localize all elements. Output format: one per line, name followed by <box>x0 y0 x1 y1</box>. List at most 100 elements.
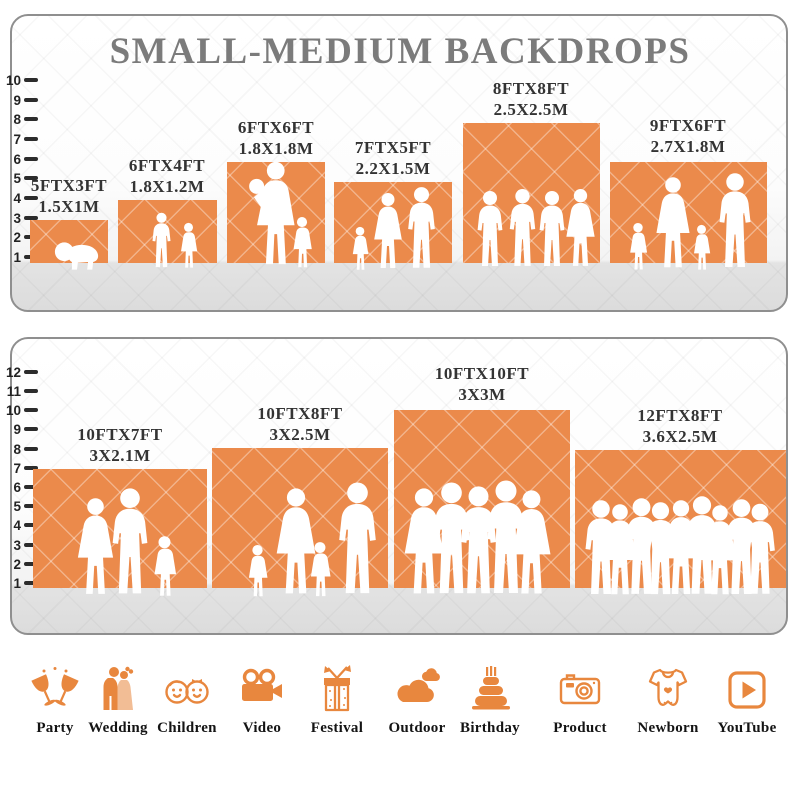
silhouette-girl <box>293 217 312 268</box>
ruler-tick: 3 <box>0 210 38 226</box>
ruler-dash <box>24 388 38 394</box>
ruler-number: 5 <box>13 170 21 186</box>
silhouette-baby-crawling <box>54 242 99 270</box>
ruler-number: 6 <box>13 479 21 495</box>
ruler-dash <box>24 503 38 509</box>
ruler-dash <box>24 97 38 103</box>
category-label: Party <box>36 720 74 736</box>
ruler-dash <box>24 446 38 452</box>
ruler-dash <box>24 484 38 490</box>
ruler-number: 5 <box>13 498 21 514</box>
silhouette-man <box>719 173 751 267</box>
ruler-dash <box>24 215 38 221</box>
silhouette-boy <box>152 212 171 268</box>
category-wedding: Wedding <box>80 664 156 737</box>
silhouette-girl <box>630 222 648 270</box>
category-label: Video <box>242 720 282 736</box>
ruler-dash <box>24 465 38 471</box>
ruler-tick: 10 <box>0 402 38 418</box>
ruler-tick: 9 <box>0 92 38 108</box>
ruler-number: 4 <box>13 190 21 206</box>
category-birthday: Birthday <box>452 664 528 737</box>
silhouette-man <box>745 503 775 594</box>
ruler-tick: 4 <box>0 517 38 533</box>
ruler-number: 8 <box>13 441 21 457</box>
ruler-tick: 11 <box>0 383 38 399</box>
ruler-tick: 10 <box>0 72 38 88</box>
category-label: Birthday <box>460 720 520 736</box>
ruler-dash <box>24 116 38 122</box>
video-camera-icon <box>242 668 282 701</box>
ruler-number: 8 <box>13 111 21 127</box>
ruler-dash <box>24 175 38 181</box>
category-youtube: YouTube <box>709 664 785 737</box>
category-party: Party <box>17 664 93 737</box>
ruler-tick: 4 <box>0 190 38 206</box>
silhouette-man <box>339 482 376 594</box>
cloud-icon <box>397 668 440 702</box>
ruler-number: 9 <box>13 421 21 437</box>
category-label: Outdoor <box>388 720 446 736</box>
ruler-tick: 8 <box>0 441 38 457</box>
ruler-number: 2 <box>13 556 21 572</box>
ruler-dash <box>24 580 38 586</box>
silhouette-woman <box>566 189 595 266</box>
ruler-number: 9 <box>13 92 21 108</box>
category-label: Wedding <box>88 720 148 736</box>
ruler-tick: 6 <box>0 151 38 167</box>
ruler-dash <box>24 561 38 567</box>
ruler-tick: 5 <box>0 498 38 514</box>
category-children: Children <box>149 664 225 737</box>
backdrop-label: 9FTX6FT 2.7X1.8M <box>649 116 727 156</box>
category-label: Newborn <box>637 720 699 736</box>
ruler-number: 6 <box>13 151 21 167</box>
category-label: YouTube <box>717 720 777 736</box>
backdrop-label: 6FTX6FT 1.8X1.8M <box>237 118 315 158</box>
ruler-tick: 3 <box>0 537 38 553</box>
category-label: Children <box>157 720 217 736</box>
silhouette-man <box>408 187 435 268</box>
children-icon <box>165 679 209 704</box>
category-label: Product <box>553 720 607 736</box>
backdrop-label: 8FTX8FT 2.5X2.5M <box>492 79 570 119</box>
party-icon <box>31 667 79 706</box>
category-festival: Festival <box>299 664 375 737</box>
ruler-tick: 7 <box>0 131 38 147</box>
ruler-tick: 8 <box>0 111 38 127</box>
backdrop-label: 5FTX3FT 1.5X1M <box>30 176 108 216</box>
ruler-tick: 1 <box>0 575 38 591</box>
category-newborn: Newborn <box>630 664 706 737</box>
backdrop-label: 12FTX8FT 3.6X2.5M <box>637 406 723 446</box>
camera-icon <box>559 674 601 705</box>
backdrop-label: 6FTX4FT 1.8X1.2M <box>128 156 206 196</box>
ruler-tick: 5 <box>0 170 38 186</box>
ruler-number: 11 <box>6 383 21 399</box>
category-outdoor: Outdoor <box>379 664 455 737</box>
ruler-dash <box>24 542 38 548</box>
backdrop-label: 7FTX5FT 2.2X1.5M <box>354 138 432 178</box>
ruler-number: 7 <box>13 131 21 147</box>
ruler-dash <box>24 156 38 162</box>
ruler-number: 12 <box>5 364 21 380</box>
category-video: Video <box>224 664 300 737</box>
silhouette-woman <box>512 490 551 594</box>
onesie-icon <box>648 668 688 706</box>
ruler-number: 2 <box>13 229 21 245</box>
backdrop-label: 10FTX10FT 3X3M <box>434 364 530 404</box>
ruler-tick: 12 <box>0 364 38 380</box>
ruler-number: 7 <box>13 460 21 476</box>
ruler-dash <box>24 77 38 83</box>
ruler-dash <box>24 407 38 413</box>
ruler-number: 3 <box>13 537 21 553</box>
cake-icon <box>472 666 510 710</box>
ruler-tick: 2 <box>0 556 38 572</box>
backdrop-label: 10FTX8FT 3X2.5M <box>257 404 343 444</box>
ruler-number: 1 <box>13 575 21 591</box>
page-title: SMALL-MEDIUM BACKDROPS <box>109 31 691 72</box>
ruler-dash <box>24 195 38 201</box>
gift-icon <box>324 665 351 712</box>
ruler-tick: 9 <box>0 421 38 437</box>
ruler-number: 4 <box>13 517 21 533</box>
backdrop-label: 10FTX7FT 3X2.1M <box>77 425 163 465</box>
wedding-icon <box>103 666 134 710</box>
